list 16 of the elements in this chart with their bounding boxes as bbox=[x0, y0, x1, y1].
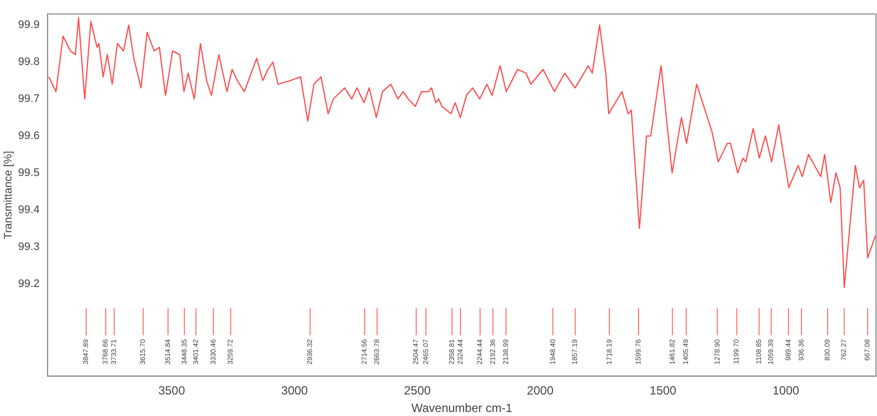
x-tick-label: 3000 bbox=[281, 384, 308, 398]
y-tick-label: 99.7 bbox=[18, 93, 40, 106]
x-tick-label: 3500 bbox=[158, 384, 186, 398]
y-tick-label: 99.2 bbox=[18, 278, 40, 290]
x-tick-label: 2500 bbox=[404, 384, 432, 398]
y-axis-title: Transmittance [%] bbox=[2, 150, 15, 240]
y-tick-label: 99.9 bbox=[18, 19, 40, 32]
x-tick-label: 2000 bbox=[526, 384, 554, 398]
y-tick-label: 99.6 bbox=[18, 130, 40, 142]
y-tick-label: 99.5 bbox=[18, 166, 40, 179]
y-tick-label: 99.3 bbox=[18, 240, 40, 253]
y-tick-label: 99.4 bbox=[18, 204, 40, 216]
x-tick-label: 1500 bbox=[650, 384, 677, 398]
x-axis-title: Wavenumber cm-1 bbox=[411, 401, 513, 416]
x-tick-label: 1000 bbox=[772, 384, 800, 398]
y-tick-label: 99.8 bbox=[18, 56, 40, 68]
